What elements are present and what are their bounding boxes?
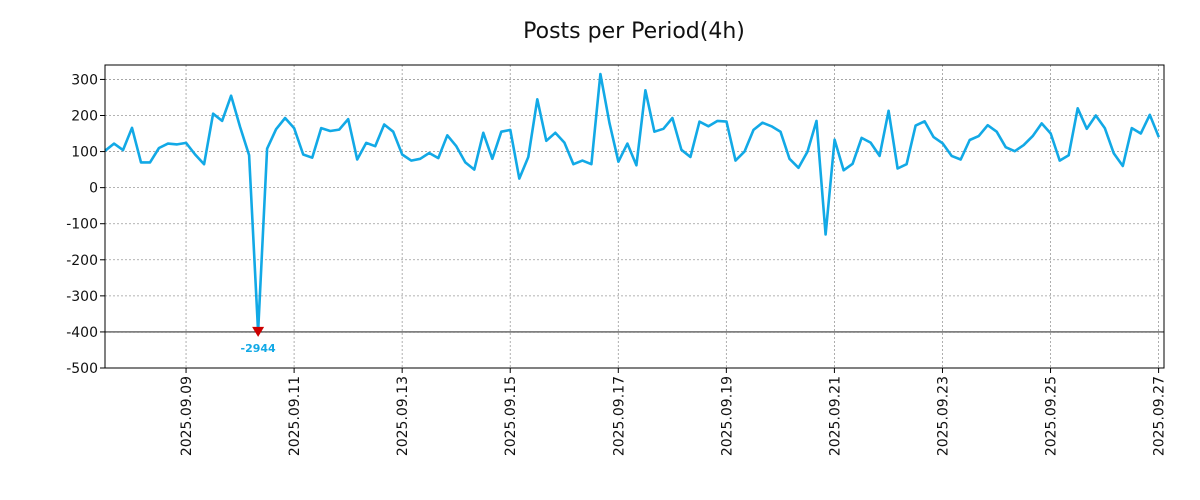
series-layer	[104, 72, 1161, 334]
x-tick-label: 2025.09.17	[611, 376, 627, 456]
outlier-marker	[252, 326, 265, 337]
x-axis-ticks: 2025.09.09 2025.09.11 2025.09.13 2025.09.15…	[179, 368, 1168, 456]
y-tick-label: -300	[66, 289, 98, 305]
outlier-label: -2944	[241, 342, 277, 355]
x-tick-label: 2025.09.09	[179, 376, 195, 456]
y-tick-label: 300	[71, 72, 98, 88]
annotation-layer: -2944	[241, 326, 277, 355]
y-tick-label: 0	[89, 181, 98, 197]
y-tick-label: -500	[66, 361, 98, 377]
chart-title: Posts per Period(4h)	[523, 19, 745, 44]
x-tick-label: 2025.09.11	[287, 376, 303, 456]
x-tick-label: 2025.09.23	[935, 376, 951, 456]
plot-frame	[104, 64, 1165, 369]
y-tick-label: 200	[71, 109, 98, 125]
y-axis-ticks: 300 200 100 0 -100 -200 -300 -400 -500	[66, 72, 105, 377]
x-tick-label: 2025.09.13	[395, 376, 411, 456]
y-tick-label: -100	[66, 217, 98, 233]
y-tick-label: -200	[66, 253, 98, 269]
y-tick-label: -400	[66, 325, 98, 341]
x-tick-label: 2025.09.27	[1152, 376, 1168, 456]
x-tick-label: 2025.09.21	[827, 376, 843, 456]
x-tick-label: 2025.09.19	[719, 376, 735, 456]
x-tick-label: 2025.09.15	[503, 376, 519, 456]
y-tick-label: 100	[71, 145, 98, 161]
series-line-posts	[104, 72, 1161, 334]
x-tick-label: 2025.09.25	[1044, 376, 1060, 456]
